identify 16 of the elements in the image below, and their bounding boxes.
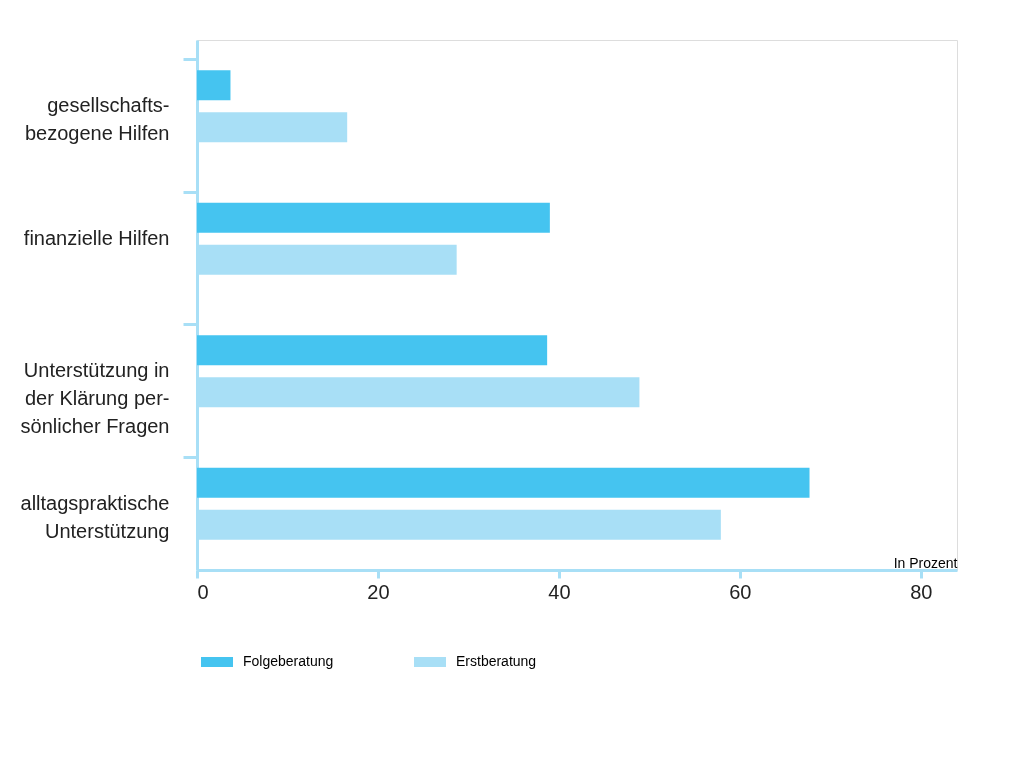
bar xyxy=(197,202,550,233)
x-tick-label: 80 xyxy=(910,580,933,603)
y-tick-label: gesellschafts- bezogene Hilfen xyxy=(24,94,170,145)
bar xyxy=(197,70,231,101)
bar xyxy=(197,467,810,498)
y-tick-label: Unterstützung in der Klärung per- sönlicher Fragen xyxy=(20,359,170,438)
y-tick-label: finanzielle Hilfen xyxy=(23,226,170,249)
bar xyxy=(197,335,548,366)
legend-label: Folgeberatung xyxy=(243,653,334,669)
x-tick-label: 40 xyxy=(548,580,571,603)
x-tick-label: 0 xyxy=(197,580,209,603)
x-axis-title: In Prozent xyxy=(893,554,958,571)
legend-label: Erstberatung xyxy=(456,653,537,669)
x-tick-label: 60 xyxy=(729,580,752,603)
x-tick-label: 20 xyxy=(367,580,390,603)
y-tick-label: alltagspraktische Unterstützung xyxy=(20,491,170,542)
